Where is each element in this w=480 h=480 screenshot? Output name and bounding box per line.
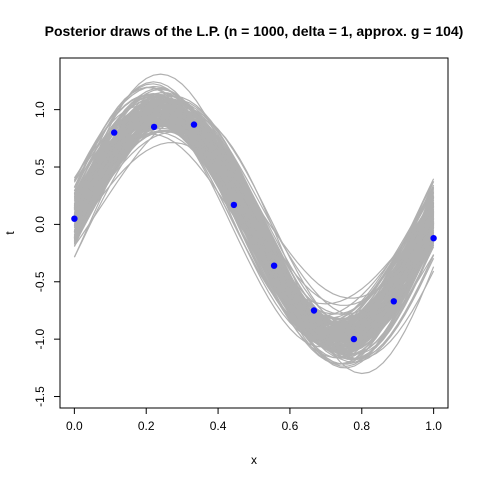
posterior-draw-line [73,121,435,349]
data-point [71,215,78,222]
data-point [150,123,158,131]
x-tick-label: 1.0 [425,419,442,433]
x-tick-label: 0.4 [210,419,227,433]
y-axis: -1.5 -1.0 -0.5 0.0 0.5 1.0 [33,101,61,407]
data-point [310,307,318,314]
posterior-draw-line [73,107,435,324]
x-tick-label: 0.6 [282,419,299,433]
posterior-draw-line [73,119,435,330]
posterior-draw-line [73,107,435,319]
data-point [230,201,238,209]
y-tick-label: 1.0 [33,101,47,118]
y-axis-label: t [3,231,17,235]
chart-title: Posterior draws of the L.P. (n = 1000, d… [45,23,464,39]
x-axis-label: x [251,453,257,467]
x-axis: 0.0 0.2 0.4 0.6 0.8 1.0 [66,407,442,433]
data-point [270,262,278,269]
x-tick-label: 0.0 [66,419,83,433]
posterior-draw-line [73,122,435,333]
posterior-draw-line [73,109,435,355]
y-tick-label: -0.5 [33,271,47,292]
y-tick-label: 0.0 [33,216,47,233]
y-tick-label: 0.5 [33,158,47,175]
posterior-draw-line [73,106,435,325]
data-points [71,121,437,343]
posterior-draw-line [73,88,435,329]
posterior-draw-line [73,115,435,375]
data-point [190,121,198,128]
posterior-draw-line [73,87,435,341]
posterior-draws [73,73,435,375]
data-point [350,335,358,343]
x-tick-label: 0.8 [353,419,370,433]
data-point [111,129,118,136]
data-point [430,235,437,242]
posterior-draw-line [73,112,435,326]
posterior-draw-line [73,100,435,323]
data-point [390,298,397,305]
y-tick-label: -1.5 [33,386,47,407]
y-tick-label: -1.0 [33,328,47,349]
x-tick-label: 0.2 [138,419,155,433]
